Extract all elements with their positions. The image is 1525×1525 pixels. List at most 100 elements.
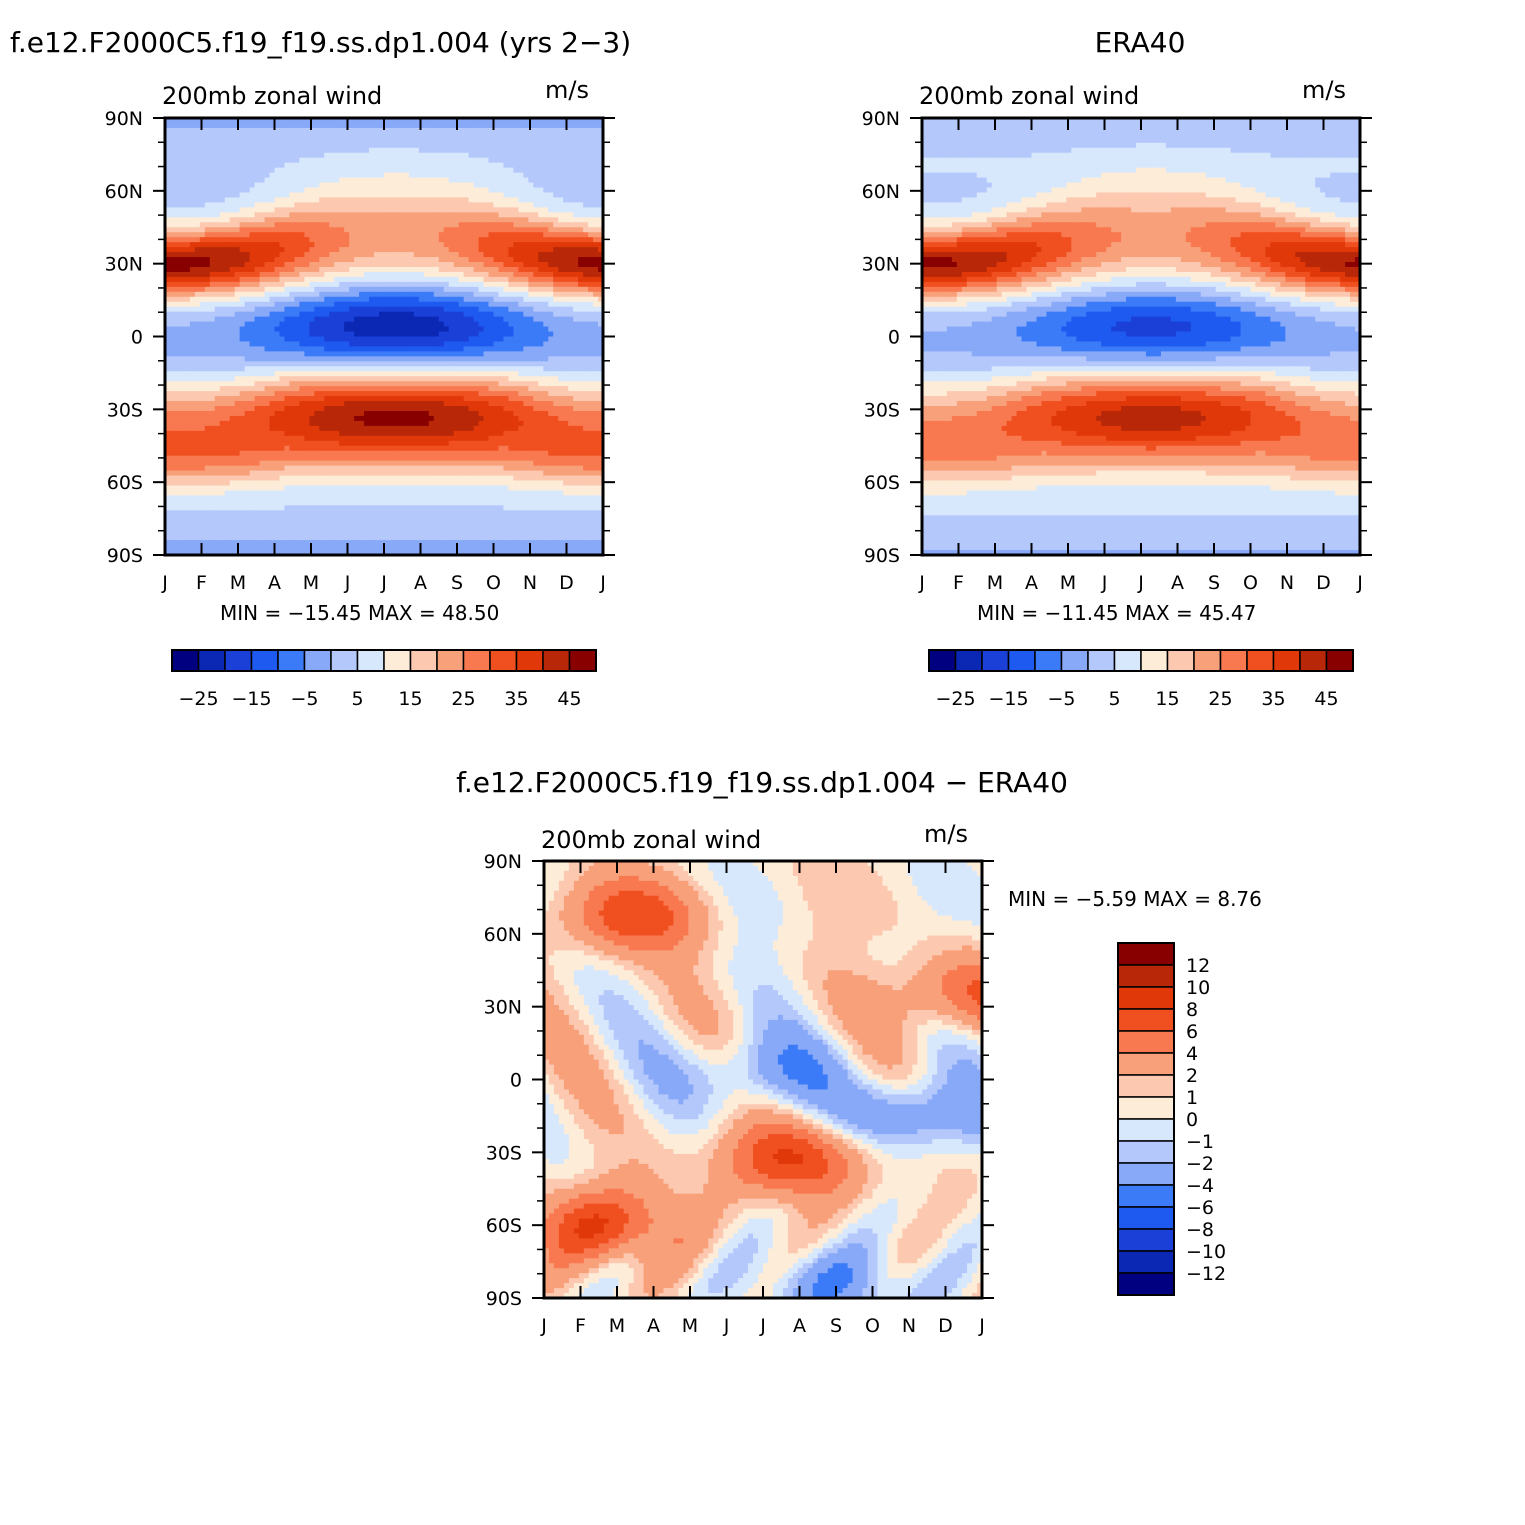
field-cell (548, 212, 554, 218)
field-cell (379, 336, 385, 343)
field-cell (578, 276, 584, 283)
field-cell (289, 286, 296, 293)
field-cell (573, 262, 579, 268)
field-cell (593, 192, 599, 199)
field-cell (314, 396, 320, 402)
field-cell (244, 127, 251, 134)
field-cell (364, 152, 370, 159)
field-cell (369, 118, 375, 124)
field-cell (433, 346, 440, 352)
field-cell (219, 192, 226, 199)
field-cell (234, 351, 241, 357)
field-cell (374, 306, 380, 313)
field-cell (533, 147, 539, 154)
field-cell (329, 147, 335, 154)
field-cell (433, 162, 440, 169)
field-cell (229, 217, 236, 223)
field-cell (598, 336, 604, 343)
field-cell (508, 262, 515, 268)
field-cell (593, 127, 599, 134)
field-cell (204, 271, 211, 278)
field-cell (184, 386, 191, 392)
field-cell (593, 172, 599, 179)
field-cell (165, 301, 171, 308)
field-cell (498, 242, 505, 248)
field-cell (563, 371, 569, 377)
field-cell (244, 137, 251, 144)
field-cell (209, 386, 216, 392)
field-cell (523, 276, 529, 283)
field-cell (388, 252, 395, 258)
field-cell (174, 167, 181, 174)
field-cell (165, 356, 171, 362)
field-cell (423, 252, 430, 258)
field-cell (299, 227, 305, 233)
field-cell (239, 321, 246, 328)
field-cell (393, 281, 400, 288)
field-cell (543, 162, 549, 169)
field-cell (543, 167, 549, 174)
field-cell (508, 306, 515, 313)
field-cell (443, 271, 450, 278)
field-cell (219, 247, 226, 253)
field-cell (174, 222, 181, 228)
field-cell (468, 386, 475, 392)
field-cell (309, 162, 315, 169)
field-cell (538, 142, 544, 149)
field-cell (324, 271, 330, 278)
field-cell (189, 152, 196, 159)
field-cell (468, 346, 475, 352)
field-cell (548, 232, 554, 238)
field-cell (264, 247, 271, 253)
field-cell (493, 336, 500, 343)
field-cell (483, 291, 490, 298)
field-cell (384, 262, 390, 268)
field-cell (329, 247, 335, 253)
field-cell (573, 217, 579, 223)
field-cell (453, 157, 460, 164)
field-cell (543, 172, 549, 179)
field-cell (234, 321, 241, 328)
field-cell (518, 217, 524, 223)
field-cell (448, 331, 455, 338)
field-cell (578, 336, 584, 343)
field-cell (513, 217, 519, 223)
field-cell (319, 157, 325, 164)
field-cell (448, 351, 455, 357)
field-cell (388, 172, 395, 179)
field-cell (568, 286, 574, 293)
field-cell (558, 242, 564, 248)
field-cell (568, 276, 574, 283)
field-cell (453, 381, 460, 387)
field-cell (165, 162, 171, 169)
field-cell (443, 127, 450, 134)
field-cell (239, 127, 246, 134)
field-cell (548, 192, 554, 199)
field-cell (244, 177, 251, 184)
field-cell (244, 336, 251, 343)
field-cell (314, 152, 320, 159)
field-cell (448, 242, 455, 248)
field-cell (269, 396, 276, 402)
field-cell (259, 142, 266, 149)
field-cell (523, 386, 529, 392)
field-cell (388, 361, 395, 367)
field-cell (543, 321, 549, 328)
field-cell (538, 247, 544, 253)
field-cell (463, 366, 470, 372)
field-cell (493, 212, 500, 218)
field-cell (418, 262, 425, 268)
field-cell (169, 118, 176, 124)
field-cell (269, 381, 276, 387)
field-cell (393, 257, 400, 263)
field-cell (299, 122, 305, 129)
field-cell (214, 137, 221, 144)
field-cell (493, 187, 500, 194)
field-cell (448, 316, 455, 323)
field-cell (508, 207, 515, 213)
field-cell (259, 391, 266, 397)
field-cell (269, 142, 276, 149)
field-cell (453, 366, 460, 372)
field-cell (443, 262, 450, 268)
field-cell (558, 351, 564, 357)
